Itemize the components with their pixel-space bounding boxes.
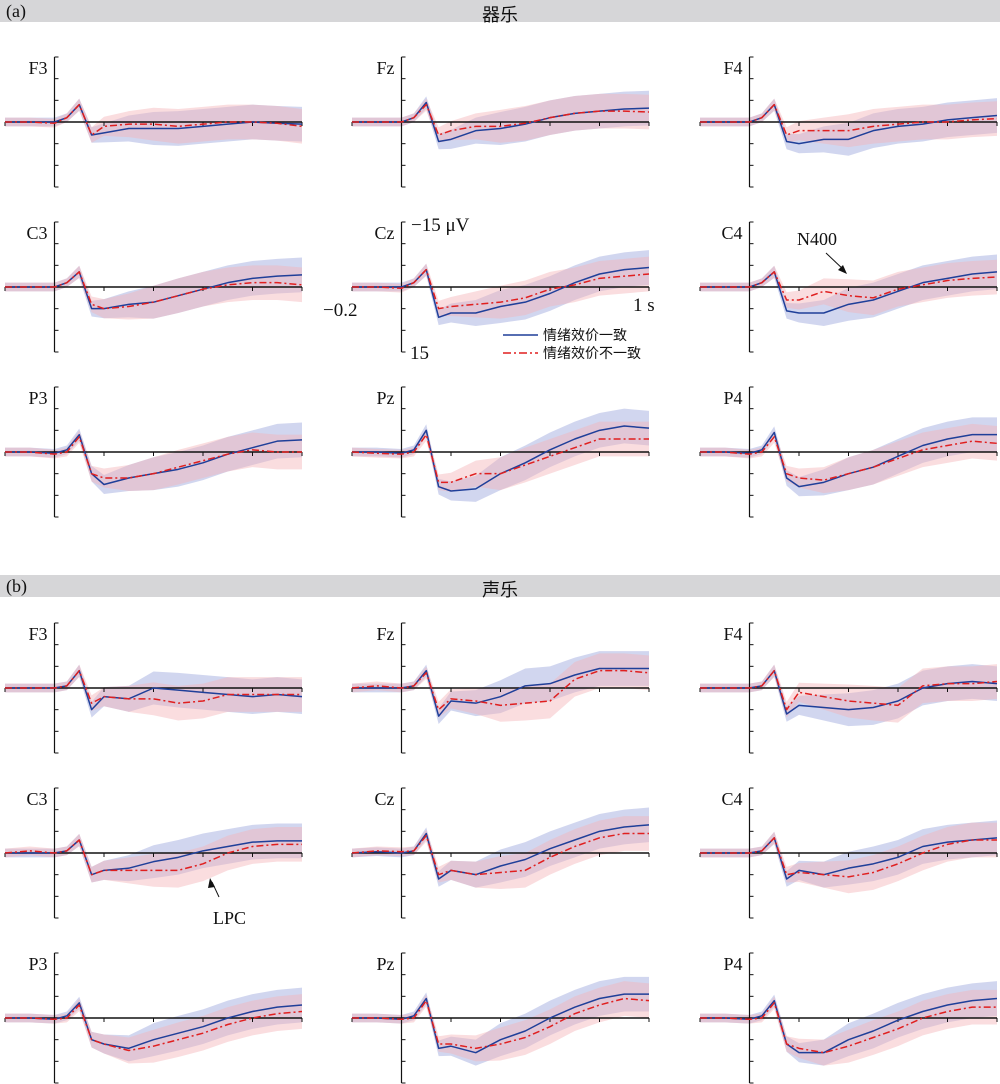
congruent-ci-band xyxy=(5,422,302,495)
electrode-label: F3 xyxy=(28,58,47,78)
electrode-label: F3 xyxy=(28,624,47,644)
incongruent-line xyxy=(700,669,998,711)
lpc-label: LPC xyxy=(213,908,246,928)
incongruent-line xyxy=(5,669,302,704)
electrode-label: F4 xyxy=(723,624,742,644)
incongruent-line xyxy=(352,103,650,136)
erp-panel-f3: F3 xyxy=(4,622,303,754)
incongruent-line xyxy=(5,1004,303,1052)
electrode-label: Fz xyxy=(377,58,395,78)
erp-panel-f4: F4 xyxy=(699,56,998,188)
y-bottom-label: 15 xyxy=(410,343,429,364)
congruent-line xyxy=(700,997,998,1054)
congruent-line xyxy=(700,103,998,145)
electrode-label: C4 xyxy=(721,223,742,243)
electrode-label: Pz xyxy=(377,954,395,974)
section-b-title: 声乐 xyxy=(482,580,518,601)
x-right-label: 1 s xyxy=(633,295,655,316)
section-a-header: (a) 器乐 xyxy=(0,0,1000,26)
incongruent-ci-band xyxy=(700,989,997,1066)
incongruent-line xyxy=(4,839,302,876)
incongruent-ci-band xyxy=(5,430,302,491)
section-a-tag: (a) xyxy=(6,1,26,21)
incongruent-ci-band xyxy=(5,98,302,144)
electrode-label: P4 xyxy=(723,388,742,408)
congruent-line xyxy=(352,993,649,1054)
erp-panel-p4: P4 xyxy=(699,386,998,518)
electrode-label: C4 xyxy=(721,789,742,809)
congruent-ci-band xyxy=(700,664,997,727)
erp-panel-pz: Pz xyxy=(351,386,650,518)
incongruent-ci-band xyxy=(352,93,649,143)
erp-panel-p3: P3 xyxy=(4,386,303,518)
y-top-label: −15 μV xyxy=(411,215,470,236)
electrode-label: C3 xyxy=(26,223,47,243)
lpc-arrowhead xyxy=(208,878,215,888)
incongruent-line xyxy=(351,832,649,876)
electrode-label: P3 xyxy=(28,388,47,408)
incongruent-line xyxy=(351,433,649,484)
section-b-header: (b) 声乐 xyxy=(0,575,1000,601)
incongruent-ci-band xyxy=(700,423,997,494)
legend: 情绪效价一致 情绪效价不一致 xyxy=(503,328,641,362)
congruent-line xyxy=(5,103,303,136)
section-a-title: 器乐 xyxy=(482,5,518,26)
erp-panel-c4: C4 xyxy=(699,787,998,919)
congruent-line xyxy=(352,101,650,143)
incongruent-line xyxy=(700,271,998,301)
congruent-line xyxy=(700,431,997,488)
incongruent-line xyxy=(351,669,650,711)
erp-panel-fz: Fz xyxy=(351,56,650,188)
electrode-label: F4 xyxy=(723,58,742,78)
incongruent-ci-band xyxy=(5,827,302,888)
congruent-ci-band xyxy=(700,98,997,156)
incongruent-line xyxy=(5,103,303,136)
erp-panel-p4: P4 xyxy=(699,952,998,1084)
electrode-label: C3 xyxy=(26,789,47,809)
electrode-label: Pz xyxy=(377,388,395,408)
congruent-line xyxy=(700,271,998,314)
lpc-annotation: LPC xyxy=(208,878,246,928)
congruent-line xyxy=(5,271,303,310)
incongruent-ci-band xyxy=(5,664,302,721)
n400-label: N400 xyxy=(797,229,837,249)
n400-annotation: N400 xyxy=(797,229,847,274)
congruent-line xyxy=(5,433,303,486)
erp-panel-c3: C3 xyxy=(4,787,303,919)
electrode-label: P4 xyxy=(723,954,742,974)
erp-panel-pz: Pz xyxy=(351,952,650,1084)
section-b-tag: (b) xyxy=(6,576,27,596)
erp-panel-cz: Cz xyxy=(351,787,650,919)
incongruent-ci-band xyxy=(700,664,997,723)
congruent-ci-band xyxy=(352,807,649,888)
electrode-label: Fz xyxy=(377,624,395,644)
incongruent-ci-band xyxy=(5,265,302,320)
erp-panel-p3: P3 xyxy=(4,952,303,1084)
legend-congruent-label: 情绪效价一致 xyxy=(543,328,627,344)
congruent-line xyxy=(352,266,650,319)
congruent-line xyxy=(352,667,649,717)
congruent-line xyxy=(5,839,302,876)
electrode-label: Cz xyxy=(375,789,395,809)
incongruent-ci-band xyxy=(5,994,302,1064)
erp-panel-f3: F3 xyxy=(4,56,303,188)
incongruent-line xyxy=(352,997,650,1050)
electrode-label: P3 xyxy=(28,954,47,974)
erp-panel-cz: Cz xyxy=(351,221,650,353)
x-left-label: −0.2 xyxy=(323,300,357,321)
erp-panel-c4: C4 xyxy=(699,221,998,353)
incongruent-line xyxy=(700,103,998,136)
incongruent-line xyxy=(5,271,303,310)
erp-panel-f4: F4 xyxy=(699,622,998,754)
legend-incongruent-label: 情绪效价不一致 xyxy=(543,346,641,362)
n400-arrowhead xyxy=(838,265,847,274)
congruent-line xyxy=(5,1002,303,1050)
incongruent-ci-band xyxy=(352,421,649,492)
electrode-label: Cz xyxy=(375,223,395,243)
erp-panel-fz: Fz xyxy=(351,622,650,754)
incongruent-line xyxy=(700,837,997,878)
congruent-line xyxy=(352,425,650,492)
erp-panel-c3: C3 xyxy=(4,221,303,353)
